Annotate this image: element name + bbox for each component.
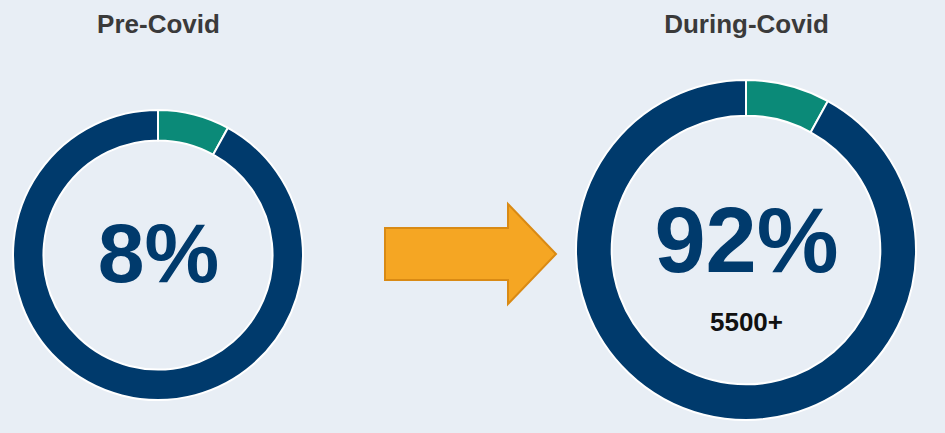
svg-text:During-Covid: During-Covid	[664, 9, 829, 39]
svg-text:8%: 8%	[98, 206, 219, 300]
svg-text:Pre-Covid: Pre-Covid	[97, 9, 220, 39]
svg-text:5500+: 5500+	[710, 307, 783, 337]
svg-text:92%: 92%	[654, 189, 838, 291]
